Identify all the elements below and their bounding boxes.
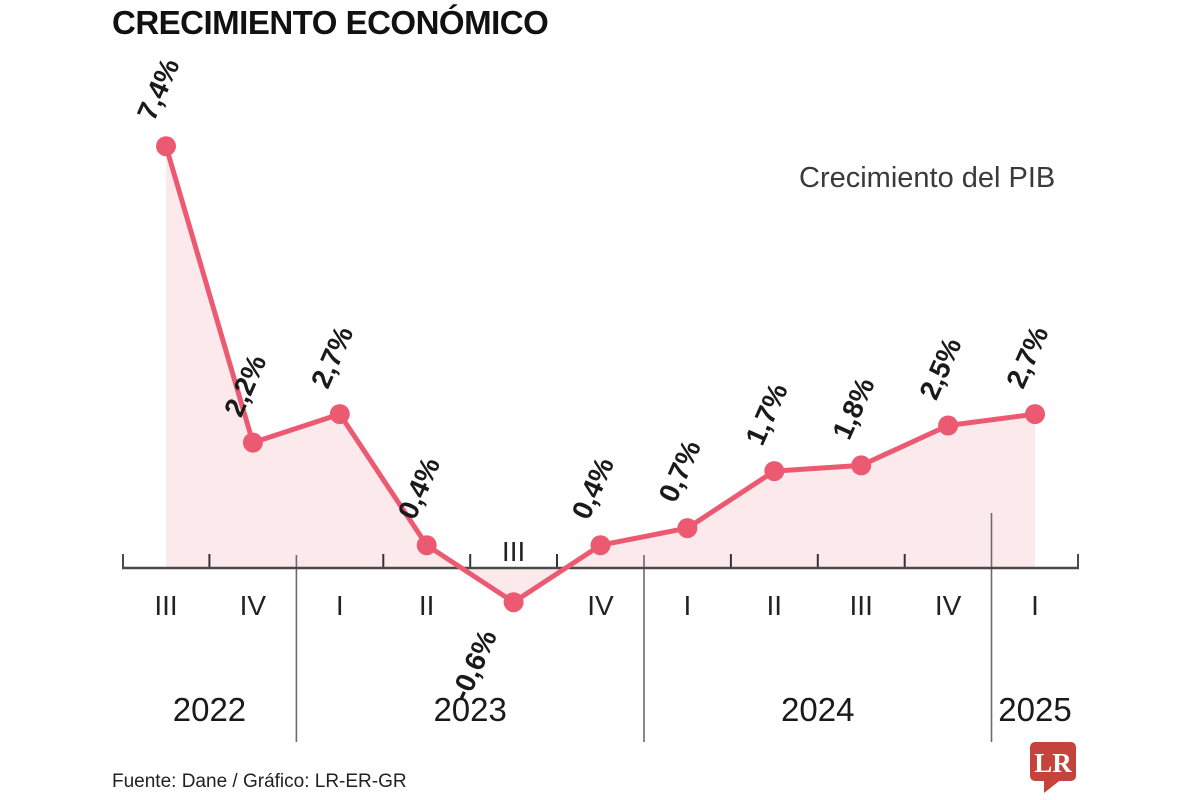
data-point bbox=[764, 461, 785, 482]
lr-logo-text: LR bbox=[1034, 748, 1072, 778]
point-label: 7,4% bbox=[131, 54, 185, 125]
data-point bbox=[503, 592, 524, 613]
year-label: 2023 bbox=[433, 691, 506, 728]
lr-logo-tail bbox=[1044, 778, 1063, 793]
series-legend-label: Crecimiento del PIB bbox=[799, 162, 1056, 194]
data-point bbox=[938, 415, 959, 436]
page-title: CRECIMIENTO ECONÓMICO bbox=[112, 4, 549, 41]
point-label: 0,7% bbox=[653, 436, 707, 507]
lr-logo: LR bbox=[1030, 742, 1076, 793]
quarter-label: IV bbox=[240, 590, 267, 621]
quarter-label: II bbox=[419, 590, 435, 621]
data-point bbox=[590, 535, 611, 556]
quarter-label: I bbox=[336, 590, 344, 621]
point-label: 2,5% bbox=[913, 333, 967, 404]
point-label: 1,7% bbox=[739, 379, 793, 450]
data-point bbox=[1025, 404, 1045, 425]
quarter-label: IV bbox=[587, 590, 614, 621]
lr-logo-bubble bbox=[1030, 742, 1076, 781]
data-point bbox=[242, 432, 263, 453]
quarter-label: III bbox=[502, 536, 525, 567]
point-label: 2,7% bbox=[1000, 322, 1054, 393]
data-point bbox=[329, 404, 350, 425]
quarter-label: III bbox=[850, 590, 873, 621]
data-point bbox=[851, 455, 872, 476]
point-label: 1,8% bbox=[826, 373, 880, 444]
quarter-label: I bbox=[1031, 590, 1039, 621]
data-point bbox=[416, 535, 437, 556]
point-label: 0,4% bbox=[392, 453, 446, 524]
point-label: 0,4% bbox=[566, 453, 620, 524]
year-label: 2024 bbox=[781, 691, 854, 728]
year-label: 2022 bbox=[173, 691, 246, 728]
source-credit: Fuente: Dane / Gráfico: LR-ER-GR bbox=[112, 771, 407, 792]
quarter-label: IV bbox=[935, 590, 962, 621]
area-fill bbox=[166, 146, 1035, 603]
data-point bbox=[677, 518, 698, 539]
quarter-label: II bbox=[767, 590, 783, 621]
point-label: 2,7% bbox=[305, 322, 359, 393]
quarter-label: III bbox=[154, 590, 177, 621]
data-point bbox=[156, 136, 176, 157]
year-label: 2025 bbox=[998, 691, 1071, 728]
quarter-label: I bbox=[684, 590, 692, 621]
